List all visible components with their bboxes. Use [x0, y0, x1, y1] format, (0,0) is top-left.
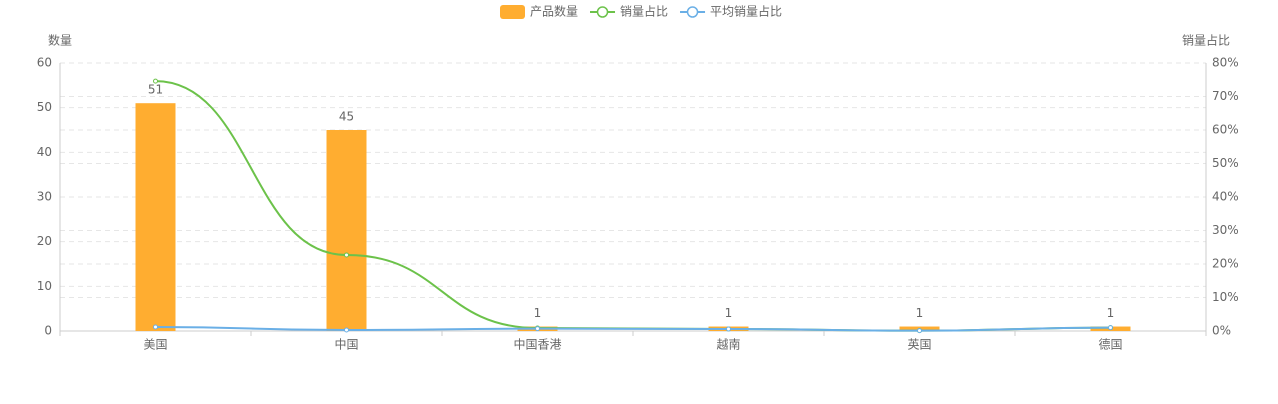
bar-value-label: 1: [1107, 306, 1115, 320]
bar-value-label: 45: [339, 110, 354, 124]
line-point: [153, 78, 158, 84]
y-axis-title: 数量: [48, 33, 72, 48]
line-point: [917, 328, 922, 334]
y2-tick-label: 80%: [1212, 56, 1239, 70]
x-tick-label: 中国: [334, 337, 358, 352]
x-tick-label: 英国: [907, 338, 931, 352]
legend-label[interactable]: 产品数量: [530, 4, 578, 19]
line: [155, 325, 1111, 332]
line-point: [726, 326, 731, 332]
y2-tick-label: 20%: [1212, 257, 1239, 271]
legend-swatch: [500, 5, 525, 19]
y2-tick-label: 50%: [1212, 156, 1239, 170]
y-tick-label: 40: [37, 145, 52, 159]
bar-value-label: 1: [916, 306, 924, 320]
y-tick-label: 0: [44, 324, 52, 338]
legend-label[interactable]: 平均销量占比: [710, 4, 782, 19]
y-tick-label: 60: [37, 56, 52, 70]
line-point: [344, 327, 349, 333]
line-point: [344, 252, 349, 258]
line-point: [1108, 325, 1113, 331]
legend-swatch: [596, 6, 609, 18]
bar: [135, 103, 176, 331]
legend-swatch: [686, 6, 699, 18]
y2-tick-label: 60%: [1212, 123, 1239, 137]
line-point: [535, 326, 540, 332]
y-tick-label: 20: [37, 234, 52, 248]
y-tick-label: 50: [37, 100, 52, 114]
line-point: [153, 324, 158, 330]
y2-tick-label: 30%: [1212, 223, 1239, 237]
legend-label[interactable]: 销量占比: [620, 4, 668, 19]
y2-tick-label: 10%: [1212, 290, 1239, 304]
y2-tick-label: 0%: [1212, 324, 1231, 338]
y-tick-label: 30: [37, 190, 52, 204]
x-tick-label: 德国: [1098, 337, 1122, 352]
bar-value-label: 1: [534, 306, 542, 320]
bar-value-label: 1: [725, 306, 733, 320]
y2-tick-label: 70%: [1212, 89, 1239, 103]
y2-tick-label: 40%: [1212, 190, 1239, 204]
bar-value-label: 51: [148, 83, 163, 97]
x-tick-label: 美国: [143, 338, 167, 352]
y-tick-label: 10: [37, 279, 52, 293]
y2-axis-title: 销量占比: [1182, 33, 1230, 48]
x-tick-label: 越南: [716, 337, 740, 352]
x-tick-label: 中国香港: [513, 337, 561, 352]
line: [155, 80, 1111, 332]
bar: [326, 130, 367, 331]
